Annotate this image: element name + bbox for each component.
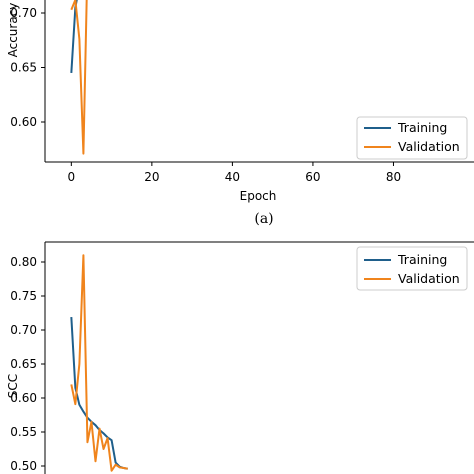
accuracy-ylabel: Accuracy — [6, 3, 20, 58]
scc-chart: 0.50 0.55 0.60 0.65 0.70 0.75 0.80 SCC Trainin… — [6, 241, 474, 474]
scc-ytick-label: 0.80 — [10, 255, 37, 269]
scc-ytick-label: 0.55 — [10, 425, 37, 439]
accuracy-xtick-label: 60 — [305, 170, 320, 184]
accuracy-xtick-label: 0 — [68, 170, 76, 184]
accuracy-validation-line — [70, 0, 88, 155]
panel-a-caption: (a) — [254, 211, 273, 227]
accuracy-legend: Training Validation — [356, 116, 468, 160]
accuracy-legend-training-label: Training — [397, 120, 447, 135]
accuracy-legend-validation-label: Validation — [398, 139, 460, 154]
accuracy-xtick-label: 20 — [144, 170, 159, 184]
scc-ytick-label: 0.60 — [10, 391, 37, 405]
scc-ytick-label: 0.65 — [10, 357, 37, 371]
accuracy-ytick-label: 0.65 — [10, 61, 37, 75]
scc-ylabel: SCC — [6, 374, 20, 398]
accuracy-xtick-label: 40 — [225, 170, 240, 184]
scc-ytick-label: 0.75 — [10, 289, 37, 303]
scc-ytick-label: 0.70 — [10, 323, 37, 337]
accuracy-chart: 0.60 0.65 0.70 0 20 40 60 80 Epoch Accuracy (a)… — [6, 0, 474, 227]
scc-legend: Training Validation — [356, 246, 468, 291]
scc-validation-line — [70, 254, 128, 472]
accuracy-ytick-label: 0.70 — [10, 6, 37, 20]
scc-ytick-label: 0.50 — [10, 459, 37, 473]
accuracy-xtick-label: 80 — [386, 170, 401, 184]
scc-legend-validation-label: Validation — [398, 271, 460, 286]
accuracy-xlabel: Epoch — [240, 189, 277, 203]
accuracy-ytick-label: 0.60 — [10, 115, 37, 129]
accuracy-training-line — [70, 0, 78, 74]
scc-legend-training-label: Training — [397, 252, 447, 267]
